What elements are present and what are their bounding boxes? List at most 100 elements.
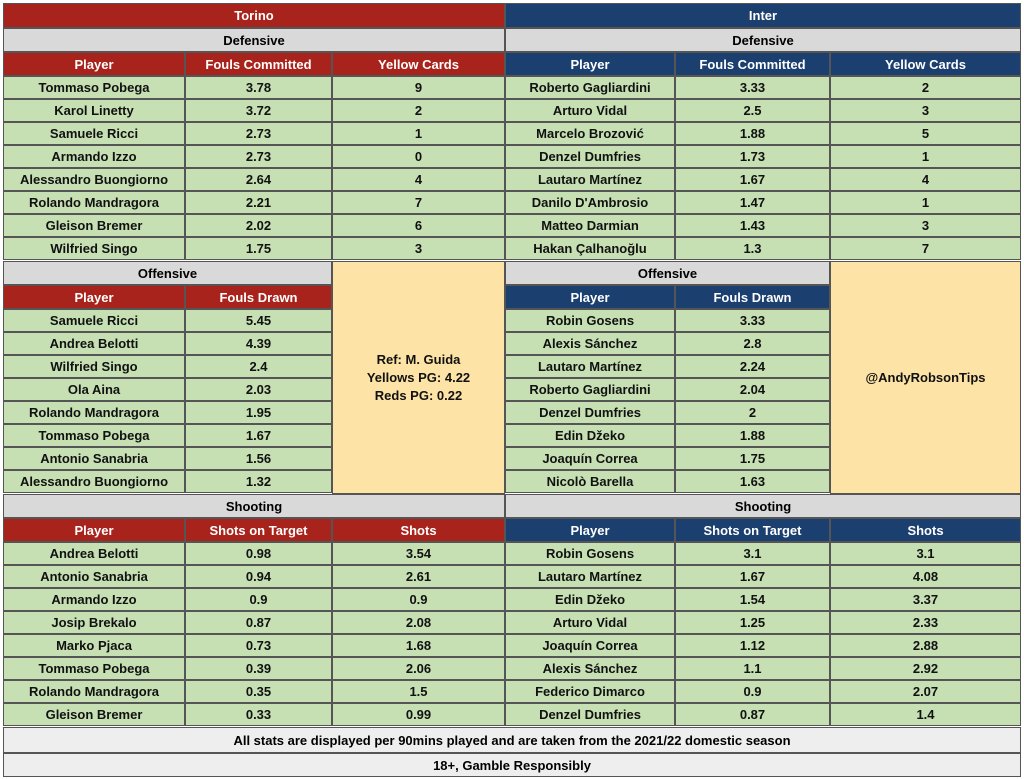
table-cell: 1.43 xyxy=(675,214,830,237)
column-header: Player xyxy=(3,518,185,542)
table-cell: Karol Linetty xyxy=(3,99,185,122)
team-title-right: Inter xyxy=(505,3,1021,28)
table-cell: 1.54 xyxy=(675,588,830,611)
table-cell: Denzel Dumfries xyxy=(505,401,675,424)
table-cell: Lautaro Martínez xyxy=(505,565,675,588)
table-cell: 1.1 xyxy=(675,657,830,680)
table-cell: Denzel Dumfries xyxy=(505,703,675,726)
table-cell: Rolando Mandragora xyxy=(3,191,185,214)
table-cell: 1.56 xyxy=(185,447,332,470)
table-cell: 0.9 xyxy=(675,680,830,703)
table-cell: 2.88 xyxy=(830,634,1021,657)
table-cell: 2.08 xyxy=(332,611,505,634)
table-cell: 3.1 xyxy=(830,542,1021,565)
table-cell: Rolando Mandragora xyxy=(3,680,185,703)
twitter-handle-box: @AndyRobsonTips xyxy=(830,261,1021,494)
table-cell: Alexis Sánchez xyxy=(505,657,675,680)
table-cell: Robin Gosens xyxy=(505,542,675,565)
column-header: Fouls Committed xyxy=(185,52,332,76)
section-label-shooting-left: Shooting xyxy=(3,494,505,518)
footer-disclaimer: 18+, Gamble Responsibly xyxy=(3,753,1021,777)
table-cell: 2.61 xyxy=(332,565,505,588)
table-cell: Tommaso Pobega xyxy=(3,424,185,447)
table-cell: Denzel Dumfries xyxy=(505,145,675,168)
table-cell: 0.87 xyxy=(185,611,332,634)
table-cell: 1.67 xyxy=(675,565,830,588)
table-cell: 1.25 xyxy=(675,611,830,634)
table-cell: 7 xyxy=(830,237,1021,260)
table-cell: 7 xyxy=(332,191,505,214)
column-header: Yellow Cards xyxy=(332,52,505,76)
table-cell: Samuele Ricci xyxy=(3,122,185,145)
table-cell: 1.75 xyxy=(185,237,332,260)
table-cell: 0.39 xyxy=(185,657,332,680)
table-cell: 1.5 xyxy=(332,680,505,703)
table-cell: Hakan Çalhanoğlu xyxy=(505,237,675,260)
table-cell: 4.08 xyxy=(830,565,1021,588)
table-cell: 3.78 xyxy=(185,76,332,99)
table-cell: 3 xyxy=(332,237,505,260)
table-cell: Robin Gosens xyxy=(505,309,675,332)
table-cell: Joaquín Correa xyxy=(505,447,675,470)
table-cell: Wilfried Singo xyxy=(3,355,185,378)
table-cell: Arturo Vidal xyxy=(505,99,675,122)
table-cell: 0.35 xyxy=(185,680,332,703)
table-cell: 0.87 xyxy=(675,703,830,726)
table-cell: 2.21 xyxy=(185,191,332,214)
table-cell: 2.64 xyxy=(185,168,332,191)
column-header: Shots xyxy=(830,518,1021,542)
table-cell: Alessandro Buongiorno xyxy=(3,470,185,493)
column-header: Player xyxy=(505,52,675,76)
table-cell: 0 xyxy=(332,145,505,168)
section-label-shooting-right: Shooting xyxy=(505,494,1021,518)
table-cell: 1.67 xyxy=(675,168,830,191)
table-cell: 6 xyxy=(332,214,505,237)
table-cell: 9 xyxy=(332,76,505,99)
table-cell: Antonio Sanabria xyxy=(3,447,185,470)
table-cell: 2.92 xyxy=(830,657,1021,680)
table-cell: Roberto Gagliardini xyxy=(505,76,675,99)
table-cell: 0.98 xyxy=(185,542,332,565)
table-cell: 5 xyxy=(830,122,1021,145)
table-cell: Rolando Mandragora xyxy=(3,401,185,424)
table-cell: Wilfried Singo xyxy=(3,237,185,260)
section-label-defensive-right: Defensive xyxy=(505,28,1021,52)
table-cell: 1.4 xyxy=(830,703,1021,726)
table-cell: 1.73 xyxy=(675,145,830,168)
table-cell: 3.54 xyxy=(332,542,505,565)
table-cell: 3.37 xyxy=(830,588,1021,611)
table-cell: Joaquín Correa xyxy=(505,634,675,657)
table-cell: 4.39 xyxy=(185,332,332,355)
table-cell: 1.47 xyxy=(675,191,830,214)
table-cell: Ola Aina xyxy=(3,378,185,401)
table-cell: 3.72 xyxy=(185,99,332,122)
table-cell: 5.45 xyxy=(185,309,332,332)
column-header: Player xyxy=(505,518,675,542)
table-cell: 0.73 xyxy=(185,634,332,657)
table-cell: 2.06 xyxy=(332,657,505,680)
table-cell: Alexis Sánchez xyxy=(505,332,675,355)
section-label-defensive-left: Defensive xyxy=(3,28,505,52)
table-cell: Edin Džeko xyxy=(505,588,675,611)
table-cell: 1.3 xyxy=(675,237,830,260)
column-header: Shots xyxy=(332,518,505,542)
table-cell: 3 xyxy=(830,214,1021,237)
table-cell: 1.75 xyxy=(675,447,830,470)
table-cell: Roberto Gagliardini xyxy=(505,378,675,401)
column-header: Shots on Target xyxy=(185,518,332,542)
table-cell: 2.24 xyxy=(675,355,830,378)
table-cell: 1 xyxy=(332,122,505,145)
table-cell: Federico Dimarco xyxy=(505,680,675,703)
table-cell: 2.07 xyxy=(830,680,1021,703)
table-cell: Lautaro Martínez xyxy=(505,355,675,378)
footer-note: All stats are displayed per 90mins playe… xyxy=(3,727,1021,753)
table-cell: Nicolò Barella xyxy=(505,470,675,493)
table-cell: Armando Izzo xyxy=(3,145,185,168)
referee-info-box: Ref: M. Guida Yellows PG: 4.22 Reds PG: 0.… xyxy=(332,261,505,494)
table-cell: 0.99 xyxy=(332,703,505,726)
table-cell: Samuele Ricci xyxy=(3,309,185,332)
column-header: Player xyxy=(505,285,675,309)
table-cell: 2.8 xyxy=(675,332,830,355)
table-cell: 1.88 xyxy=(675,424,830,447)
